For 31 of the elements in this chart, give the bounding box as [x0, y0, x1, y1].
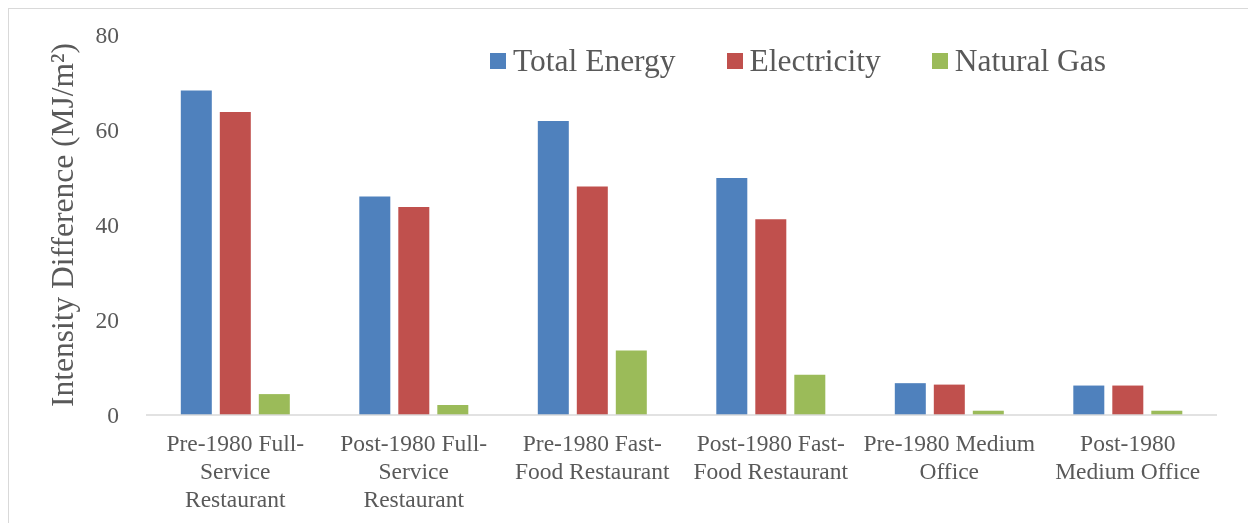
x-tick-label: Pre-1980 Fast-Food Restaurant: [514, 429, 671, 484]
bar: [894, 383, 926, 415]
bar: [180, 90, 212, 415]
y-tick-label: 80: [95, 22, 119, 49]
bar: [1073, 385, 1105, 415]
bar: [615, 350, 647, 415]
bar: [398, 206, 430, 415]
y-axis-title: Intensity Difference (MJ/m²): [44, 42, 80, 408]
bar: [359, 196, 391, 415]
x-tick-label: Post-1980 Full-Service Restaurant: [340, 429, 488, 513]
bar: [933, 384, 965, 415]
legend-label: Natural Gas: [954, 43, 1107, 79]
bar: [537, 120, 569, 415]
bar: [219, 111, 251, 415]
legend-label: Electricity: [749, 43, 881, 79]
bar: [1112, 385, 1144, 415]
bar: [258, 394, 290, 415]
x-tick-label: Post-1980 Fast-Food Restaurant: [693, 429, 849, 484]
bar: [794, 374, 826, 415]
bar: [716, 177, 748, 415]
bar: [755, 219, 787, 415]
y-tick-label: 60: [95, 117, 119, 144]
y-tick-label: 0: [107, 402, 119, 429]
y-tick-label: 20: [95, 307, 119, 334]
x-tick-label: Post-1980 Medium Office: [1055, 429, 1201, 484]
legend-label: Total Energy: [513, 43, 676, 79]
x-tick-label: Pre-1980 Medium Office: [863, 429, 1041, 484]
y-tick-label: 40: [95, 212, 119, 239]
bar: [437, 405, 469, 415]
x-tick-label: Pre-1980 Full-Service Restaurant: [166, 429, 305, 513]
bar: [576, 186, 608, 415]
